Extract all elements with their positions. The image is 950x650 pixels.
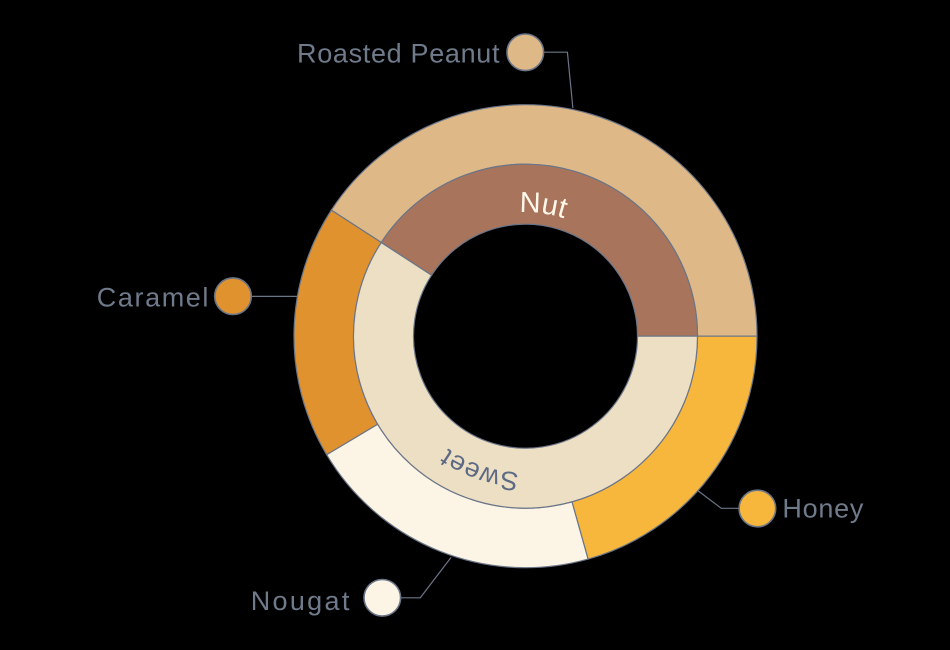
svg-text:Caramel: Caramel — [97, 282, 210, 312]
svg-text:Honey: Honey — [782, 493, 864, 523]
svg-text:Roasted Peanut: Roasted Peanut — [297, 38, 500, 68]
svg-text:Nougat: Nougat — [251, 586, 352, 616]
